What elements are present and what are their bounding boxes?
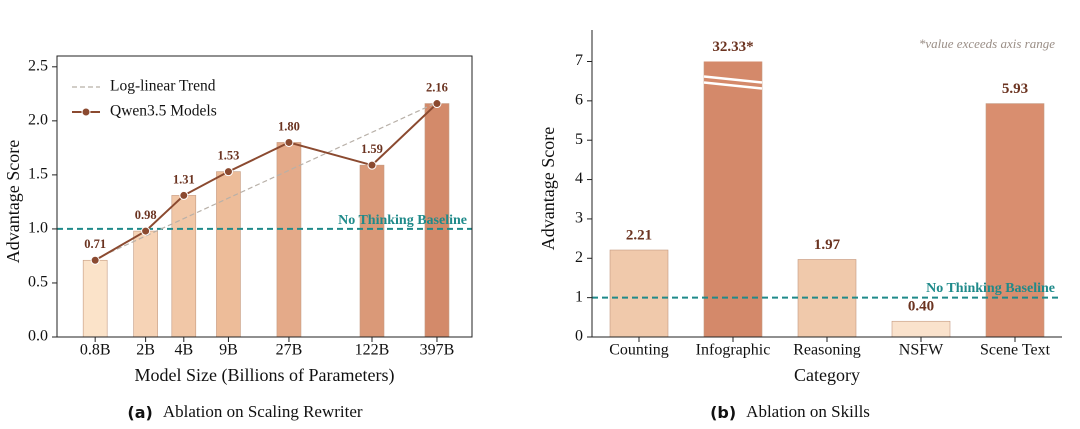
x-tick-label: Reasoning bbox=[793, 342, 861, 359]
x-tick-label: 397B bbox=[420, 342, 455, 359]
value-label: 0.98 bbox=[135, 208, 157, 222]
caption-label: (b) bbox=[710, 403, 736, 422]
y-tick-label: 2.0 bbox=[28, 112, 48, 129]
y-tick-label: 3 bbox=[575, 210, 583, 227]
value-label: 0.71 bbox=[84, 237, 106, 251]
x-axis-label: Category bbox=[794, 365, 860, 385]
value-label: 0.40 bbox=[908, 299, 934, 315]
value-label: 32.33* bbox=[712, 39, 753, 55]
caption: (b) Ablation on Skills bbox=[710, 402, 870, 422]
x-tick-label: 0.8B bbox=[80, 342, 111, 359]
value-label: 1.31 bbox=[173, 172, 195, 186]
bar bbox=[276, 142, 302, 338]
x-tick-label: 4B bbox=[174, 342, 193, 359]
x-tick-label: Scene Text bbox=[980, 342, 1051, 359]
caption-text: Ablation on Skills bbox=[746, 402, 870, 421]
x-tick-label: 122B bbox=[355, 342, 390, 359]
y-axis-label: Advantage Score bbox=[3, 140, 23, 263]
annotation: *value exceeds axis range bbox=[919, 36, 1055, 51]
y-axis-label: Advantage Score bbox=[538, 127, 558, 250]
point bbox=[367, 160, 377, 170]
point bbox=[141, 226, 151, 236]
point bbox=[90, 255, 100, 265]
caption-text: Ablation on Scaling Rewriter bbox=[163, 402, 363, 421]
axis-break bbox=[703, 75, 763, 84]
x-tick-label: 2B bbox=[136, 342, 155, 359]
bar bbox=[82, 259, 108, 338]
bar bbox=[424, 103, 450, 338]
value-label: 2.16 bbox=[426, 80, 448, 94]
y-tick-label: 0 bbox=[575, 328, 583, 345]
legend-label: Qwen3.5 Models bbox=[110, 103, 217, 120]
y-tick-label: 0.0 bbox=[28, 328, 48, 345]
point bbox=[223, 167, 233, 177]
bar bbox=[171, 195, 197, 338]
bar bbox=[891, 320, 951, 338]
value-label: 2.21 bbox=[626, 227, 652, 243]
y-tick-label: 2 bbox=[575, 249, 583, 266]
value-label: 1.80 bbox=[278, 119, 300, 133]
axis-break bbox=[703, 81, 763, 90]
bar bbox=[133, 230, 158, 338]
value-label: 1.53 bbox=[218, 149, 240, 163]
point bbox=[179, 190, 189, 200]
point bbox=[284, 137, 294, 147]
y-tick-label: 1.0 bbox=[28, 220, 48, 237]
x-axis-label: Model Size (Billions of Parameters) bbox=[135, 365, 395, 386]
bar bbox=[985, 103, 1045, 338]
y-tick-label: 4 bbox=[575, 170, 583, 187]
y-tick-label: 2.5 bbox=[28, 57, 48, 74]
y-tick-label: 6 bbox=[575, 92, 583, 109]
legend-marker bbox=[81, 107, 91, 117]
baseline-label: No Thinking Baseline bbox=[338, 213, 467, 228]
axes-frame bbox=[56, 55, 473, 338]
y-tick-label: 5 bbox=[575, 131, 583, 148]
y-tick-label: 1.5 bbox=[28, 166, 48, 183]
caption-label: (a) bbox=[127, 403, 152, 422]
point bbox=[432, 99, 442, 109]
value-label: 5.93 bbox=[1002, 81, 1028, 97]
bar bbox=[609, 249, 669, 338]
x-tick-label: 9B bbox=[219, 342, 238, 359]
x-tick-label: 27B bbox=[276, 342, 303, 359]
x-tick-label: Counting bbox=[609, 342, 669, 359]
y-tick-label: 7 bbox=[575, 52, 583, 69]
value-label: 1.59 bbox=[361, 142, 383, 156]
bar bbox=[216, 171, 241, 338]
value-label: 1.97 bbox=[814, 237, 841, 253]
caption: (a) Ablation on Scaling Rewriter bbox=[127, 402, 362, 422]
x-tick-label: NSFW bbox=[899, 342, 944, 359]
y-tick-label: 0.5 bbox=[28, 274, 48, 291]
trend-line bbox=[94, 101, 438, 260]
bar bbox=[359, 164, 385, 338]
baseline-label: No Thinking Baseline bbox=[926, 281, 1055, 296]
y-tick-label: 1 bbox=[575, 288, 583, 305]
legend-label: Log-linear Trend bbox=[110, 78, 216, 95]
x-tick-label: Infographic bbox=[696, 342, 771, 359]
